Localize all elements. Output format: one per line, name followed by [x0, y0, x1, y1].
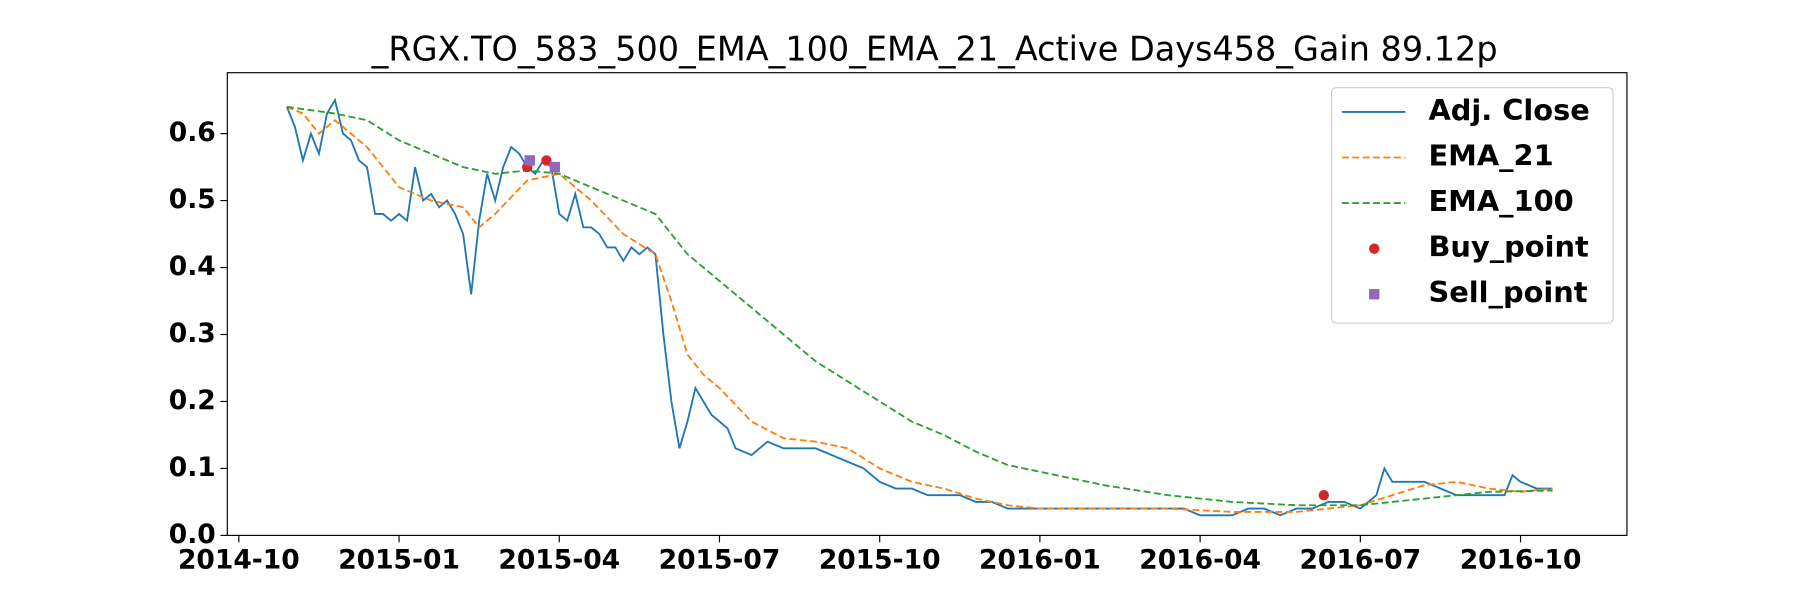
- y-tick-label: 0.4: [169, 251, 216, 282]
- y-tick-label: 0.0: [169, 519, 216, 550]
- y-tick-label: 0.3: [169, 318, 216, 349]
- legend-label: Sell_point: [1428, 275, 1587, 309]
- y-tick-label: 0.6: [169, 117, 216, 148]
- legend-label: Adj. Close: [1428, 93, 1589, 127]
- series-line: [286, 105, 1553, 513]
- y-tick-label: 0.2: [169, 385, 216, 416]
- series-line: [286, 97, 1553, 517]
- x-tick-label: 2016-04: [1139, 544, 1261, 575]
- x-tick-label: 2015-10: [819, 544, 941, 575]
- y-tick-label: 0.1: [169, 452, 216, 483]
- chart-title: _RGX.TO_583_500_EMA_100_EMA_21_Active Da…: [371, 29, 1498, 68]
- signal-point: [541, 155, 552, 166]
- series-line: [286, 105, 1553, 507]
- x-tick-label: 2016-01: [979, 544, 1101, 575]
- plot-frame: [226, 72, 1628, 536]
- x-tick-label: 2015-04: [498, 544, 620, 575]
- legend-marker: [1369, 243, 1380, 254]
- x-tick-label: 2016-10: [1460, 544, 1582, 575]
- legend-label: EMA_100: [1428, 184, 1573, 218]
- signal-point: [1318, 490, 1329, 501]
- legend-box: [1330, 87, 1614, 324]
- signal-point: [524, 155, 535, 166]
- x-tick-label: 2015-01: [338, 544, 460, 575]
- legend-label: EMA_21: [1428, 139, 1553, 173]
- legend-label: Buy_point: [1428, 230, 1589, 264]
- x-tick-label: 2016-07: [1299, 544, 1421, 575]
- plot-area: 0.0 0.1 0.2 0.3 0.4 0.5 0.6 2014-10 2015-01 2015-…: [169, 72, 1628, 575]
- y-tick-label: 0.5: [169, 184, 216, 215]
- x-tick-label: 2014-10: [178, 544, 300, 575]
- x-tick-label: 2015-07: [659, 544, 781, 575]
- signal-point: [549, 161, 560, 173]
- legend-marker: [1369, 289, 1380, 300]
